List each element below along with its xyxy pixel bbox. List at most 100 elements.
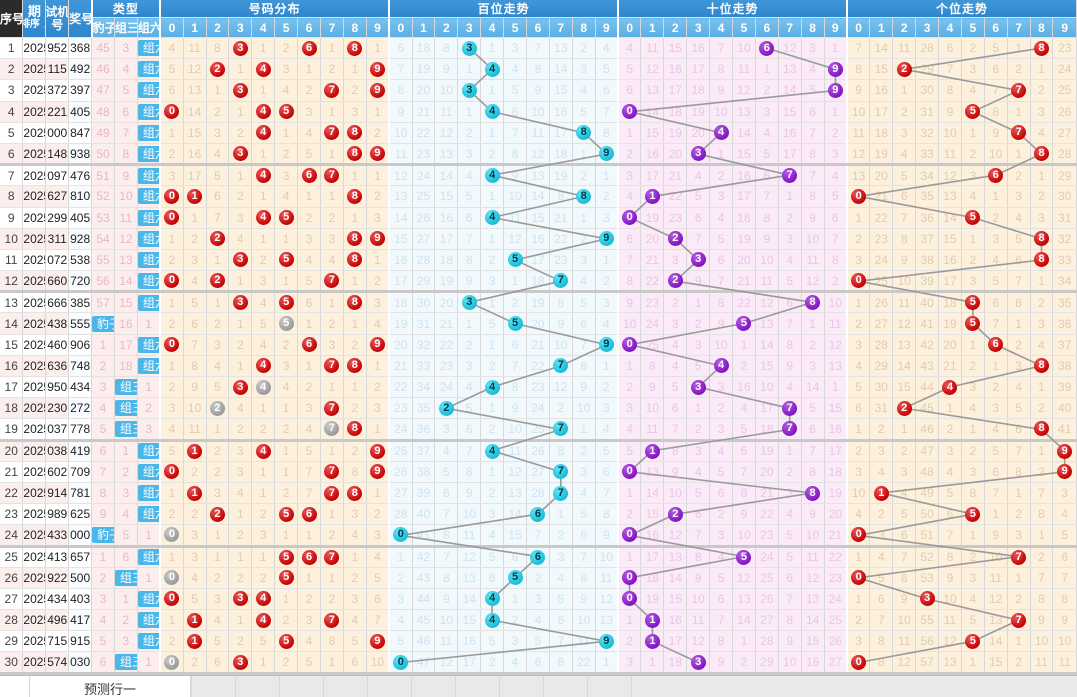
header-unit-digit-1[interactable]: 1 (869, 17, 894, 38)
row-issue[interactable]: 2025082 (22, 609, 47, 632)
row-issue[interactable]: 2025073 (22, 418, 47, 442)
table-row[interactable]: 1020250643119285412组六1224113389152717711… (0, 228, 1077, 250)
header-dist-digit-1[interactable]: 1 (183, 17, 207, 38)
header-dist-digit-4[interactable]: 4 (251, 17, 276, 38)
header-dist-digit-2[interactable]: 2 (206, 17, 230, 38)
header-tens-digit-9[interactable]: 9 (824, 17, 848, 38)
table-row[interactable]: 22202507691478183组六113412778127396921328… (0, 482, 1077, 505)
row-issue[interactable]: 2025069 (22, 334, 47, 356)
table-row[interactable]: 142025068438555豹子16126215512141931211552… (0, 312, 1077, 335)
row-issue[interactable]: 2025071 (22, 376, 47, 399)
row-issue[interactable]: 2025084 (22, 651, 47, 675)
row-issue[interactable]: 2025068 (22, 312, 47, 335)
header-tens-digit-3[interactable]: 3 (686, 17, 711, 38)
header-tens-digit-7[interactable]: 7 (778, 17, 802, 38)
table-row[interactable]: 72025061097476519组六317514367111224144491… (0, 164, 1077, 187)
header-unit-digit-0[interactable]: 0 (845, 17, 871, 38)
header-unit-digit-7[interactable]: 7 (1007, 17, 1031, 38)
header-dist-digit-9[interactable]: 9 (366, 17, 390, 38)
sort-asc-icon[interactable]: ▲ (42, 20, 45, 30)
table-row[interactable]: 152025069460906117组六07324263292032222162… (0, 334, 1077, 356)
table-row[interactable]: 920250632994055311组六01734522131426166411… (0, 207, 1077, 229)
table-row[interactable]: 3020250845740306组三1026312516100471217246… (0, 651, 1077, 675)
sort-label[interactable]: 排序 (23, 19, 40, 31)
header-tens-digit-6[interactable]: 6 (755, 17, 779, 38)
row-issue[interactable]: 2025075 (22, 461, 47, 483)
header-hund-digit-4[interactable]: 4 (480, 17, 505, 38)
row-issue[interactable]: 2025076 (22, 482, 47, 505)
table-row[interactable]: 1720250719504343组三1295344211222342444823… (0, 376, 1077, 399)
header-test-number[interactable]: 试机号 (45, 0, 70, 38)
header-dist-digit-0[interactable]: 0 (159, 17, 184, 38)
row-issue[interactable]: 2025064 (22, 228, 47, 250)
header-index[interactable]: 序号 (0, 0, 24, 38)
row-issue[interactable]: 2025062 (22, 185, 47, 208)
table-row[interactable]: 1820250722302724组三2310241137232335251924… (0, 397, 1077, 420)
row-issue[interactable]: 2025058 (22, 101, 47, 123)
row-issue[interactable]: 2025059 (22, 122, 47, 144)
row-issue[interactable]: 2025077 (22, 503, 47, 526)
table-row[interactable]: 28202508249641742组六114142374744510154246… (0, 609, 1077, 632)
row-issue[interactable]: 2025056 (22, 58, 47, 81)
row-issue[interactable]: 2025070 (22, 355, 47, 378)
row-issue[interactable]: 2025081 (22, 588, 47, 611)
row-issue[interactable]: 2025078 (22, 524, 47, 548)
header-hund-digit-1[interactable]: 1 (412, 17, 436, 38)
header-unit-digit-9[interactable]: 9 (1052, 17, 1077, 38)
row-issue[interactable]: 2025057 (22, 79, 47, 102)
header-hund-digit-9[interactable]: 9 (595, 17, 619, 38)
header-tens-digit-4[interactable]: 4 (709, 17, 733, 38)
header-tens-digit-0[interactable]: 0 (617, 17, 642, 38)
row-issue[interactable]: 2025065 (22, 249, 47, 272)
header-unit-digit-8[interactable]: 8 (1030, 17, 1054, 38)
row-issue[interactable]: 2025080 (22, 567, 47, 589)
table-row[interactable]: 1320250676663855715组六1513456183183020312… (0, 291, 1077, 314)
table-row[interactable]: 242025078433000豹子51031231124304181141572… (0, 524, 1077, 548)
header-hund-digit-6[interactable]: 6 (526, 17, 550, 38)
table-row[interactable]: 42025058221405486组六014214531319211114610… (0, 101, 1077, 123)
header-hund-digit-7[interactable]: 7 (549, 17, 573, 38)
table-row[interactable]: 1120250650725385513组六2313254481162818825… (0, 249, 1077, 272)
header-unit-digit-5[interactable]: 5 (961, 17, 985, 38)
header-hund-digit-3[interactable]: 3 (457, 17, 482, 38)
header-hund-digit-2[interactable]: 2 (434, 17, 459, 38)
row-issue[interactable]: 2025055 (22, 37, 47, 60)
table-row[interactable]: 52025059000847497组六115324147821022122171… (0, 122, 1077, 144)
table-row[interactable]: 1920250730377785组三3411122247812436362102… (0, 418, 1077, 442)
table-row[interactable]: 62025060148938508组六216431251891123133281… (0, 143, 1077, 167)
table-row[interactable]: 29202508371591553组六215255485954611165357… (0, 630, 1077, 653)
table-row[interactable]: 22025056115492464组六512214312197199144814… (0, 58, 1077, 81)
table-row[interactable]: 820250626278105210组六01621411821325155110… (0, 185, 1077, 208)
table-row[interactable]: 32025057372397475组六613131427298201031591… (0, 79, 1077, 102)
header-unit-digit-3[interactable]: 3 (915, 17, 940, 38)
header-hund-digit-8[interactable]: 8 (572, 17, 596, 38)
header-dist-digit-3[interactable]: 3 (228, 17, 253, 38)
header-tens-digit-8[interactable]: 8 (801, 17, 825, 38)
table-row[interactable]: 23202507798962594组六222125613228407103146… (0, 503, 1077, 526)
header-tens-digit-1[interactable]: 1 (640, 17, 665, 38)
row-issue[interactable]: 2025067 (22, 291, 47, 314)
header-hund-digit-5[interactable]: 5 (503, 17, 527, 38)
row-issue[interactable]: 2025066 (22, 270, 47, 294)
table-row[interactable]: 162025070636748218组六18414317812133233272… (0, 355, 1077, 378)
header-dist-digit-7[interactable]: 7 (320, 17, 344, 38)
header-unit-digit-4[interactable]: 4 (938, 17, 962, 38)
row-issue[interactable]: 2025063 (22, 207, 47, 229)
row-issue[interactable]: 2025061 (22, 164, 47, 187)
table-row[interactable]: 1220250666607205614组六0421315712172919931… (0, 270, 1077, 294)
header-dist-digit-8[interactable]: 8 (343, 17, 367, 38)
header-unit-digit-6[interactable]: 6 (984, 17, 1008, 38)
table-row[interactable]: 20202507403841961组六512341512925374741126… (0, 440, 1077, 462)
row-issue[interactable]: 2025083 (22, 630, 47, 653)
header-prize-number[interactable]: 奖号 (68, 0, 93, 38)
header-dist-digit-6[interactable]: 6 (297, 17, 321, 38)
header-tens-digit-2[interactable]: 2 (663, 17, 688, 38)
header-tens-digit-5[interactable]: 5 (732, 17, 756, 38)
row-issue[interactable]: 2025060 (22, 143, 47, 167)
header-unit-digit-2[interactable]: 2 (892, 17, 917, 38)
table-row[interactable]: 2620250809225002组三1042225112524381365248… (0, 567, 1077, 589)
header-hund-digit-0[interactable]: 0 (388, 17, 413, 38)
table-row[interactable]: 25202507941365716组六131115671414271256637… (0, 546, 1077, 568)
table-row[interactable]: 27202508143440331组六053341223634491441359… (0, 588, 1077, 611)
row-issue[interactable]: 2025074 (22, 440, 47, 462)
